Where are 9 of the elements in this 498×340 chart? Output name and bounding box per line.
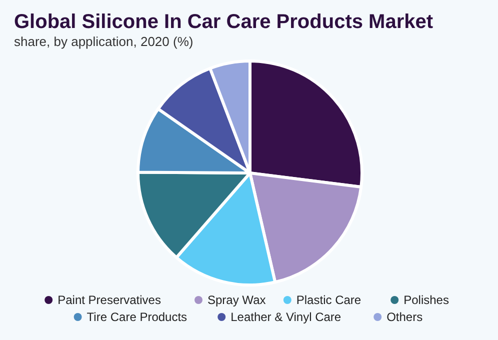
legend-label: Plastic Care <box>296 293 362 307</box>
chart-subtitle: share, by application, 2020 (%) <box>14 34 194 49</box>
legend-label: Polishes <box>404 293 449 307</box>
legend-label: Spray Wax <box>208 293 266 307</box>
legend-label: Others <box>386 310 423 324</box>
legend-label: Tire Care Products <box>86 310 188 324</box>
legend-label: Paint Preservatives <box>58 293 161 307</box>
chart-title: Global Silicone In Car Care Products Market <box>14 11 434 33</box>
legend-label: Leather & Vinyl Care <box>230 310 342 324</box>
